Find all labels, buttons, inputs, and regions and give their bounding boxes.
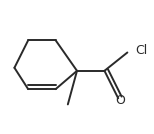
- Text: O: O: [115, 94, 125, 107]
- Text: Cl: Cl: [135, 44, 147, 57]
